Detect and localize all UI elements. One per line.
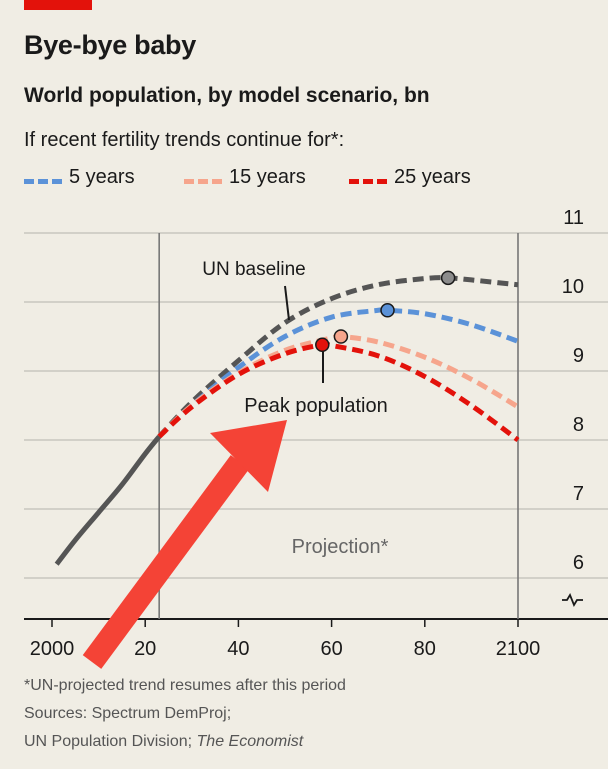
- series-line-historical: [54, 434, 162, 566]
- legend-swatch-15-years: [184, 179, 222, 184]
- legend-swatch-25-years: [349, 179, 387, 184]
- peak-marker-15-years: [333, 329, 349, 344]
- gridlines: [24, 232, 608, 620]
- legend-swatch-5-years: [24, 179, 62, 184]
- brand-bar: [24, 0, 92, 10]
- y-tick-label-8: 8: [573, 414, 584, 436]
- footnote-sources-2: UN Population Division; The Economist: [24, 733, 303, 751]
- footnote-source-un: UN Population Division;: [24, 733, 197, 750]
- peak-marker-5-years: [380, 303, 395, 318]
- x-tick-label-60: 60: [320, 638, 342, 660]
- x-tick-label-40: 40: [227, 638, 249, 660]
- series-lines: [54, 275, 520, 566]
- legend-label-15-years: 15 years: [229, 166, 306, 188]
- highlight-arrow: [82, 420, 287, 669]
- footnote-asterisk: *UN-projected trend resumes after this p…: [24, 677, 346, 694]
- y-tick-label-10: 10: [562, 276, 584, 298]
- series-line-25-years: [157, 341, 520, 443]
- x-tick-label-2100: 2100: [496, 638, 541, 660]
- x-tick-labels: 2000 20 40 60 80 2100: [30, 619, 541, 660]
- footnote-sources: Sources: Spectrum DemProj;: [24, 705, 232, 722]
- chart-title: Bye-bye baby: [24, 30, 196, 60]
- projection-label: Projection*: [292, 536, 389, 558]
- vertical-reference-lines: [158, 233, 519, 619]
- annotations: UN baseline Peak population Projection*: [202, 259, 388, 558]
- series-line-un-baseline: [157, 275, 519, 439]
- un-baseline-leader: [284, 285, 290, 321]
- peak-markers: [315, 270, 456, 353]
- x-tick-label-2000: 2000: [30, 638, 75, 660]
- peak-marker-un-baseline: [440, 270, 456, 286]
- peak-marker-25-years: [315, 337, 330, 353]
- y-tick-label-9: 9: [573, 345, 584, 367]
- peak-population-label: Peak population: [244, 395, 387, 417]
- y-tick-labels: 6 7 8 9 10 11: [562, 207, 584, 574]
- y-tick-label-7: 7: [573, 483, 584, 505]
- un-baseline-label: UN baseline: [202, 259, 306, 280]
- y-tick-label-11: 11: [563, 207, 584, 229]
- chart-subtitle: World population, by model scenario, bn: [24, 84, 430, 107]
- legend-label-25-years: 25 years: [394, 166, 471, 188]
- footnote-source-economist: The Economist: [196, 733, 304, 750]
- legend-title: If recent fertility trends continue for*…: [24, 129, 345, 151]
- legend-label-5-years: 5 years: [69, 166, 135, 188]
- x-tick-label-20: 20: [134, 638, 156, 660]
- y-tick-label-6: 6: [573, 552, 584, 574]
- x-tick-label-80: 80: [414, 638, 436, 660]
- axis-break-icon: [562, 592, 583, 608]
